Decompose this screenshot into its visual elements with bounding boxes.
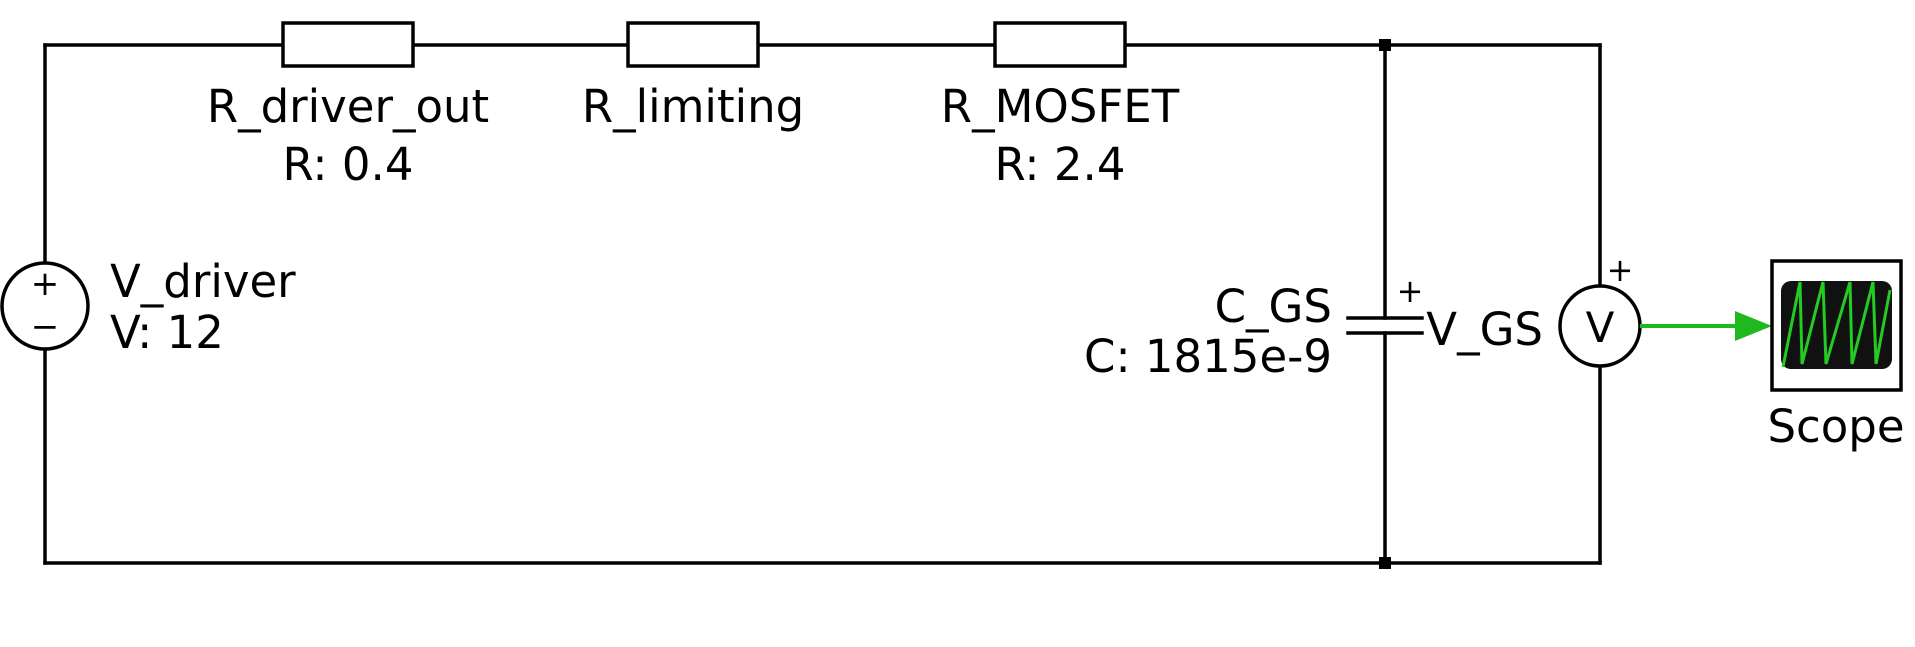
r-driver-out-name: R_driver_out [207, 80, 489, 133]
v-driver-minus: − [31, 307, 60, 347]
v-gs-name: V_GS [1426, 303, 1543, 356]
r-limiting-name: R_limiting [582, 80, 804, 133]
wires [43, 43, 1602, 565]
c-gs-polarity: + [1397, 272, 1424, 310]
r-mosfet-name: R_MOSFET [941, 80, 1180, 133]
scope-label: Scope [1767, 400, 1904, 453]
voltmeter-symbol: V [1586, 303, 1615, 352]
node-top[interactable] [1379, 39, 1391, 51]
v-driver-value: V: 12 [110, 306, 224, 359]
scope-trace [1781, 281, 1892, 368]
r-driver-out-value: R: 0.4 [283, 138, 414, 191]
v-driver-plus: + [31, 264, 60, 304]
dc-voltage-source-icon[interactable]: + − [0, 261, 90, 351]
voltmeter-icon[interactable]: V [1558, 284, 1642, 368]
oscilloscope-icon[interactable] [1770, 259, 1903, 392]
v-driver-name: V_driver [110, 255, 296, 308]
v-gs-polarity: + [1607, 251, 1634, 289]
resistor-r-limiting[interactable] [626, 21, 760, 68]
resistor-r-driver-out[interactable] [281, 21, 415, 68]
c-gs-name: C_GS [1215, 280, 1332, 333]
node-bottom[interactable] [1379, 557, 1391, 569]
c-gs-value: C: 1815e-9 [1084, 330, 1332, 383]
r-mosfet-value: R: 2.4 [995, 138, 1126, 191]
resistor-r-mosfet[interactable] [993, 21, 1127, 68]
signal-arrow[interactable] [1640, 311, 1772, 341]
capacitor-c-gs[interactable] [1346, 316, 1424, 335]
